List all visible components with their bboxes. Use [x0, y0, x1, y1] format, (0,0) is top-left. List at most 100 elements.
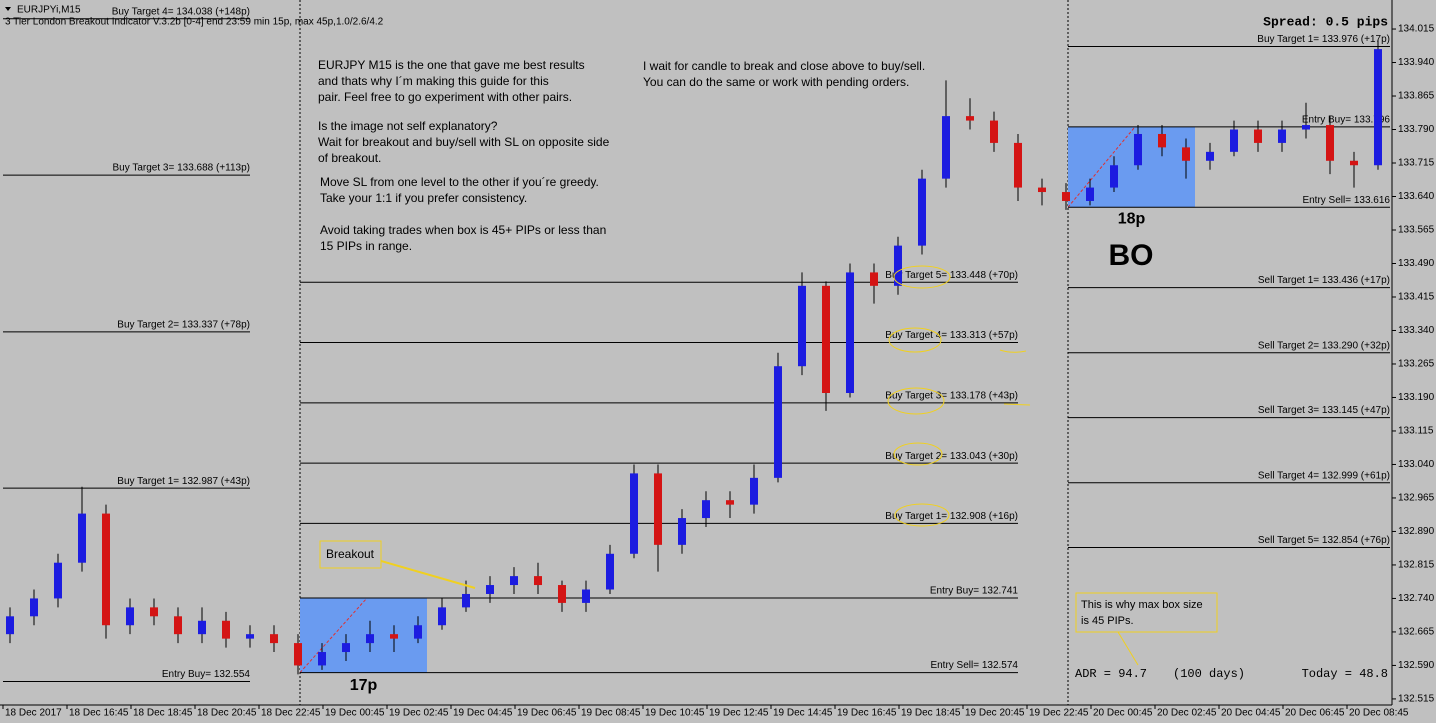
y-tick-label: 133.265 [1398, 359, 1435, 370]
x-tick-label: 20 Dec 02:45 [1157, 708, 1217, 719]
candle-body [774, 366, 782, 478]
level-label: Sell Target 2= 133.290 (+32p) [1258, 340, 1390, 351]
box-size-label: 17p [350, 677, 378, 694]
x-tick-label: 18 Dec 20:45 [197, 708, 257, 719]
candle-body [366, 634, 374, 644]
candle-body [1014, 142, 1022, 188]
level-label: Buy Target 3= 133.178 (+43p) [885, 390, 1018, 401]
x-tick-label: 18 Dec 22:45 [261, 708, 321, 719]
candle-body [1230, 129, 1238, 152]
box-note: This is why max box size [1081, 599, 1203, 611]
candle-body [6, 616, 14, 635]
callout-arrow [380, 560, 476, 589]
candle-body [78, 513, 86, 563]
candle-body [150, 607, 158, 617]
x-tick-label: 19 Dec 10:45 [645, 708, 705, 719]
box-size-label: 18p [1118, 210, 1146, 227]
y-tick-label: 133.490 [1398, 258, 1435, 269]
candle-body [606, 553, 614, 590]
note-line: of breakout. [318, 151, 381, 165]
candle-body [1182, 147, 1190, 161]
candle-body [558, 585, 566, 603]
callout-box [1075, 592, 1218, 633]
candle-body [630, 473, 638, 554]
y-tick-label: 132.590 [1398, 660, 1435, 671]
box-diagonal [1067, 126, 1136, 208]
candle-body [678, 518, 686, 545]
y-tick-label: 132.665 [1398, 627, 1435, 638]
candle-body [414, 625, 422, 639]
highlight [893, 442, 943, 466]
x-tick-label: 20 Dec 06:45 [1285, 708, 1345, 719]
candle-body [1278, 129, 1286, 143]
y-tick-label: 133.640 [1398, 191, 1435, 202]
x-tick-label: 19 Dec 20:45 [965, 708, 1025, 719]
x-tick-label: 19 Dec 02:45 [389, 708, 449, 719]
candle-body [1206, 151, 1214, 161]
candle-body [174, 616, 182, 635]
y-tick-label: 133.790 [1398, 124, 1435, 135]
highlight [1003, 403, 1031, 406]
x-tick-label: 19 Dec 06:45 [517, 708, 577, 719]
candle-body [222, 620, 230, 639]
note-line: 15 PIPs in range. [320, 239, 412, 253]
candle-body [1110, 165, 1118, 188]
y-tick-label: 132.965 [1398, 493, 1435, 504]
x-tick-label: 19 Dec 12:45 [709, 708, 769, 719]
level-label: Buy Target 4= 133.313 (+57p) [885, 330, 1018, 341]
candle-body [654, 473, 662, 545]
candle-body [894, 245, 902, 286]
candle-body [1326, 125, 1334, 161]
adr: ADR = 94.7 [1075, 667, 1147, 681]
x-tick-label: 20 Dec 04:45 [1221, 708, 1281, 719]
candle-body [318, 652, 326, 666]
candle-body [30, 598, 38, 617]
candle-body [462, 593, 470, 608]
candle-body [1302, 125, 1310, 130]
level-label: Buy Target 4= 134.038 (+148p) [112, 6, 250, 17]
level-label: Buy Target 2= 133.043 (+30p) [885, 451, 1018, 462]
level-label: Buy Target 1= 133.976 (+17p) [1257, 34, 1390, 45]
candle-body [54, 562, 62, 599]
x-tick-label: 19 Dec 04:45 [453, 708, 513, 719]
level-label: Entry Sell= 133.616 [1302, 195, 1390, 206]
y-tick-label: 134.015 [1398, 24, 1435, 35]
candle-body [102, 513, 110, 626]
candle-body [1038, 187, 1046, 193]
note-line: pair. Feel free to go experiment with ot… [318, 90, 572, 104]
x-tick-label: 20 Dec 00:45 [1093, 708, 1153, 719]
candle-body [246, 634, 254, 639]
candle-body [966, 116, 974, 121]
candle-body [942, 116, 950, 179]
level-label: Buy Target 5= 133.448 (+70p) [885, 270, 1018, 281]
note-line: Wait for breakout and buy/sell with SL o… [318, 135, 610, 149]
breakout-note: Breakout [326, 547, 375, 561]
level-label: Buy Target 2= 133.337 (+78p) [117, 319, 250, 330]
y-tick-label: 133.040 [1398, 459, 1435, 470]
y-tick-label: 133.565 [1398, 225, 1435, 236]
candle-body [750, 477, 758, 505]
x-tick-label: 20 Dec 08:45 [1349, 708, 1409, 719]
y-tick-label: 132.815 [1398, 560, 1435, 571]
callout-box [319, 540, 382, 569]
note-line: and thats why I´m making this guide for … [318, 74, 549, 88]
spread: Spread: 0.5 pips [1263, 14, 1388, 29]
candle-body [510, 576, 518, 586]
y-tick-label: 133.190 [1398, 392, 1435, 403]
candle-body [1158, 133, 1166, 148]
candle-body [390, 634, 398, 639]
highlight [888, 327, 942, 353]
y-tick-label: 132.890 [1398, 526, 1435, 537]
y-tick-label: 133.865 [1398, 91, 1435, 102]
y-tick-label: 133.940 [1398, 57, 1435, 68]
level-label: Sell Target 1= 133.436 (+17p) [1258, 275, 1390, 286]
candle-body [342, 643, 350, 653]
level-label: Entry Buy= 133.796 [1302, 114, 1391, 125]
note-line: Take your 1:1 if you prefer consistency. [320, 191, 527, 205]
annotations [5, 7, 1218, 666]
today: Today = 48.8 [1302, 667, 1388, 681]
level-label: Entry Sell= 132.574 [930, 660, 1018, 671]
axes: 134.015 133.940 133.865 133.790 133.715 133.6… [2, 24, 1435, 719]
symbol: EURJPYi,M15 [17, 5, 81, 16]
